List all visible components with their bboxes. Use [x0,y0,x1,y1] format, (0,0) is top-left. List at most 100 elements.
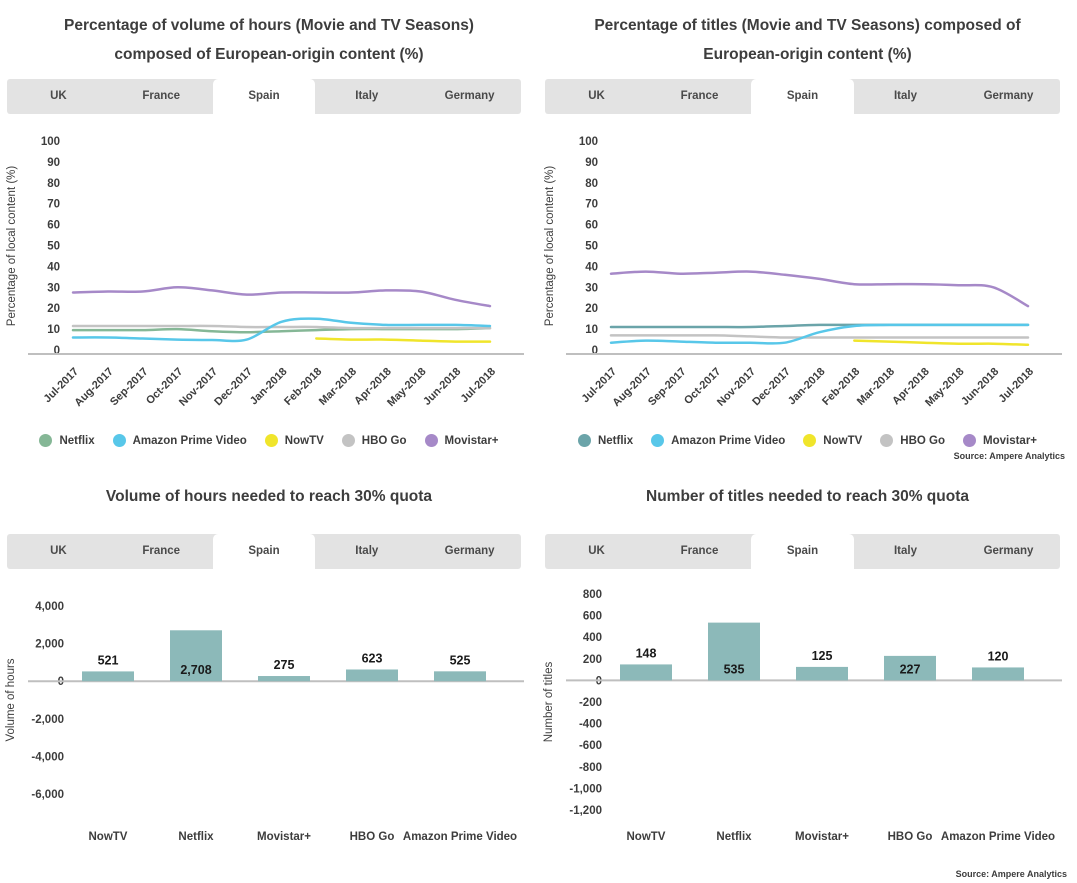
legend-label: HBO Go [900,434,946,447]
category-label: Netflix [178,831,214,843]
tab-france[interactable]: France [680,545,719,557]
tab-germany[interactable]: Germany [444,545,495,557]
tab-italy[interactable]: Italy [355,545,379,557]
legend-item-amazon-prime-video[interactable]: Amazon Prime Video [651,434,785,448]
legend-item-nowtv[interactable]: NowTV [264,434,324,448]
y-tick-label: 0 [596,675,602,687]
x-tick-label: Mar-2018 [317,366,359,408]
x-tick-label: Sep-2017 [108,366,151,409]
bar-chart-svg: Number of titles 800 600 400 200 0 -200 -400 -60… [543,589,1062,843]
category-label: Movistar+ [795,831,849,843]
chart-legend: Netflix Amazon Prime Video NowTV HBO Go Movi… [0,434,538,448]
y-tick-label: 90 [585,157,598,169]
bar-value-label: 125 [812,649,833,663]
legend-label: Movistar+ [983,434,1038,447]
bar-amazon-prime-video [972,667,1024,681]
bar-movistar [258,676,310,682]
legend-item-netflix[interactable]: Netflix [39,434,95,448]
bar-value-label: 525 [450,653,471,667]
series-line-nowtv [315,337,492,344]
y-tick-label: 80 [585,178,598,190]
tab-spain[interactable]: Spain [751,79,854,121]
tab-france[interactable]: France [142,90,181,103]
tab-uk[interactable]: UK [50,545,67,557]
tab-spain[interactable]: Spain [212,79,316,121]
x-tick-label: Dec-2017 [212,366,255,409]
line-chart-svg: Percentage of local content (%) 0 10 20 30 40… [6,136,524,410]
y-tick-label: 20 [47,304,60,316]
tab-italy[interactable]: Italy [355,90,379,103]
bar-amazon-prime-video [434,671,486,682]
series-line-hbo-go [71,325,492,330]
legend-label: Netflix [59,434,95,447]
y-axis-label: Number of titles [543,661,555,742]
amazon-prime-video-legend-dot [651,434,665,448]
netflix-legend-dot [577,434,591,448]
legend-label: Amazon Prime Video [132,434,247,447]
y-tick-label: -600 [579,740,602,752]
legend-item-nowtv[interactable]: NowTV [803,434,863,448]
country-tabs: UK France Spain Italy Germany [545,534,1060,575]
chart-legend: Netflix Amazon Prime Video NowTV HBO Go Movi… [538,434,1077,448]
tab-uk[interactable]: UK [50,90,67,103]
bar-hbo-go [346,669,398,682]
chart-title: Percentage of volume of hours (Movie and… [64,17,474,63]
tab-germany[interactable]: Germany [983,90,1034,103]
x-tick-label: Dec-2017 [750,366,793,409]
y-tick-label: 60 [585,220,598,232]
legend-item-hbo-go[interactable]: HBO Go [341,434,407,448]
y-tick-label: 100 [579,136,598,148]
legend-label: NowTV [823,434,863,447]
category-label: HBO Go [888,831,933,843]
tab-italy[interactable]: Italy [893,90,917,103]
tab-spain[interactable]: Spain [212,534,316,575]
y-tick-label: -200 [579,697,602,709]
series-line-amazon-prime-video [609,323,1030,346]
y-axis-label: Volume of hours [5,658,17,741]
y-tick-label: 0 [54,345,60,357]
bar-value-label: 120 [988,649,1009,663]
y-tick-label: 40 [585,262,598,274]
movistar-legend-dot [424,434,438,448]
tab-germany[interactable]: Germany [444,90,495,103]
hbo-go-legend-dot [341,434,355,448]
y-tick-label: 90 [47,157,60,169]
tab-germany[interactable]: Germany [983,545,1034,557]
bar-chart-svg: Volume of hours 4,000 2,000 0 -2,000 -4,000 -6… [5,601,524,843]
legend-label: NowTV [284,434,324,447]
series-line-amazon-prime-video [71,317,492,343]
y-axis-label: Percentage of local content (%) [6,166,18,327]
series-line-movistar [71,286,492,308]
y-tick-label: 0 [592,345,598,357]
tab-uk[interactable]: UK [588,90,605,103]
y-tick-label: 100 [41,136,60,148]
tab-spain[interactable]: Spain [751,534,854,575]
source-note: Source: Ampere Analytics [955,869,1067,879]
series-line-movistar [609,270,1030,308]
tab-uk[interactable]: UK [588,545,605,557]
legend-item-movistar[interactable]: Movistar+ [963,434,1038,448]
legend-item-hbo-go[interactable]: HBO Go [880,434,946,448]
legend-item-netflix[interactable]: Netflix [577,434,633,448]
legend-label: HBO Go [361,434,407,447]
legend-label: Movistar+ [444,434,499,447]
tab-france[interactable]: France [142,545,181,557]
y-tick-label: 10 [47,324,60,336]
legend-item-amazon-prime-video[interactable]: Amazon Prime Video [112,434,247,448]
panel-volume-hours-percentage: Percentage of volume of hours (Movie and… [0,0,538,474]
chart-title: Percentage of titles (Movie and TV Seaso… [594,17,1021,63]
y-tick-label: 0 [58,676,64,688]
tab-france[interactable]: France [680,90,719,103]
y-tick-label: 70 [47,199,60,211]
bar-value-label: 535 [724,662,745,676]
tab-italy[interactable]: Italy [893,545,917,557]
legend-item-movistar[interactable]: Movistar+ [424,434,499,448]
category-label: HBO Go [350,831,395,843]
y-tick-label: 600 [583,611,602,623]
category-label: Netflix [716,831,752,843]
netflix-legend-dot [39,434,53,448]
bar-value-label: 275 [274,658,295,672]
y-tick-label: 800 [583,589,602,601]
amazon-prime-video-legend-dot [112,434,126,448]
